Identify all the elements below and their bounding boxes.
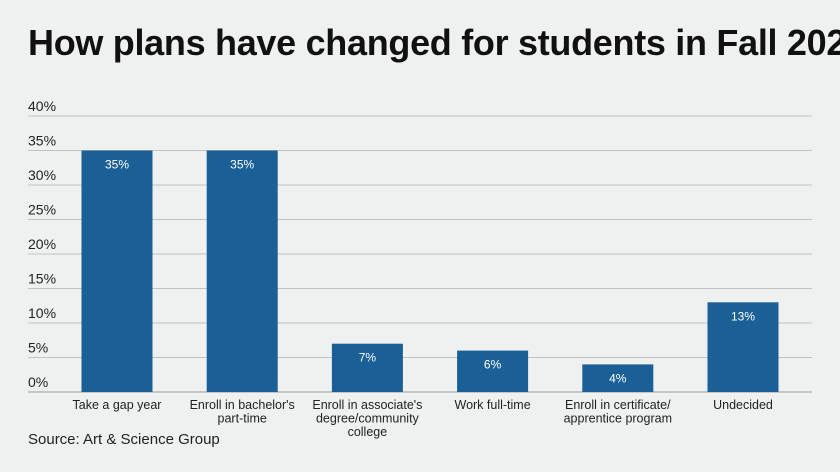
- data-label: 13%: [731, 309, 755, 323]
- data-label: 35%: [230, 158, 254, 172]
- y-tick-label: 20%: [28, 236, 56, 252]
- data-label: 6%: [484, 358, 502, 372]
- category-label: Enroll in associate's degree/community col…: [312, 398, 422, 439]
- y-tick-label: 35%: [28, 133, 56, 149]
- category-label: Work full-time: [455, 398, 531, 412]
- y-axis-tick-labels: 0% 5% 10% 15% 20% 25% 30% 35% 40%: [28, 98, 56, 390]
- y-tick-label: 25%: [28, 202, 56, 218]
- bar: [707, 302, 779, 392]
- chart-title: How plans have changed for students in F…: [28, 22, 840, 63]
- y-tick-label: 10%: [28, 305, 56, 321]
- y-tick-label: 30%: [28, 167, 56, 183]
- data-label: 35%: [105, 158, 129, 172]
- bar: [457, 350, 529, 392]
- y-tick-label: 15%: [28, 271, 56, 287]
- bar: [582, 364, 654, 392]
- bar: [81, 150, 153, 392]
- x-axis-category-labels: Take a gap year Enroll in bachelor's part-…: [73, 398, 773, 439]
- source-note: Source: Art & Science Group: [28, 431, 220, 448]
- gridlines: [28, 115, 812, 393]
- bar: [206, 150, 278, 392]
- category-label: Undecided: [713, 398, 773, 412]
- category-label: Enroll in certificate/apprentice program: [564, 398, 672, 426]
- y-tick-label: 40%: [28, 98, 56, 114]
- category-label: Take a gap year: [73, 398, 162, 412]
- data-label: 7%: [359, 351, 377, 365]
- bar: [331, 343, 403, 392]
- y-tick-label: 0%: [28, 374, 48, 390]
- y-tick-label: 5%: [28, 340, 48, 356]
- data-labels: 35% 35% 7% 6% 4% 13%: [105, 158, 755, 386]
- data-label: 4%: [609, 371, 627, 385]
- bars: [81, 150, 779, 392]
- category-label: Enroll in bachelor's part-time: [190, 398, 295, 426]
